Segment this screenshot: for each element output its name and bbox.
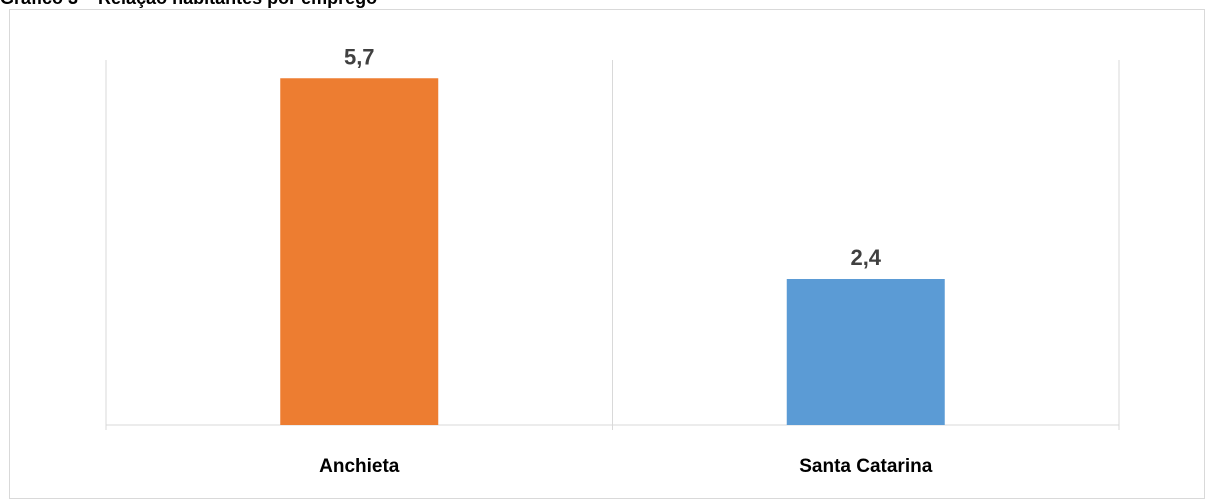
bar <box>280 78 439 425</box>
bar <box>786 279 945 425</box>
x-tick-label: Santa Catarina <box>799 456 932 477</box>
chart-frame <box>9 9 1205 499</box>
data-label: 5,7 <box>344 44 375 69</box>
chart-title: Gráfico 3 – Relação habitantes por empre… <box>0 0 377 9</box>
data-label: 2,4 <box>850 245 881 270</box>
x-tick-label: Anchieta <box>319 456 400 477</box>
